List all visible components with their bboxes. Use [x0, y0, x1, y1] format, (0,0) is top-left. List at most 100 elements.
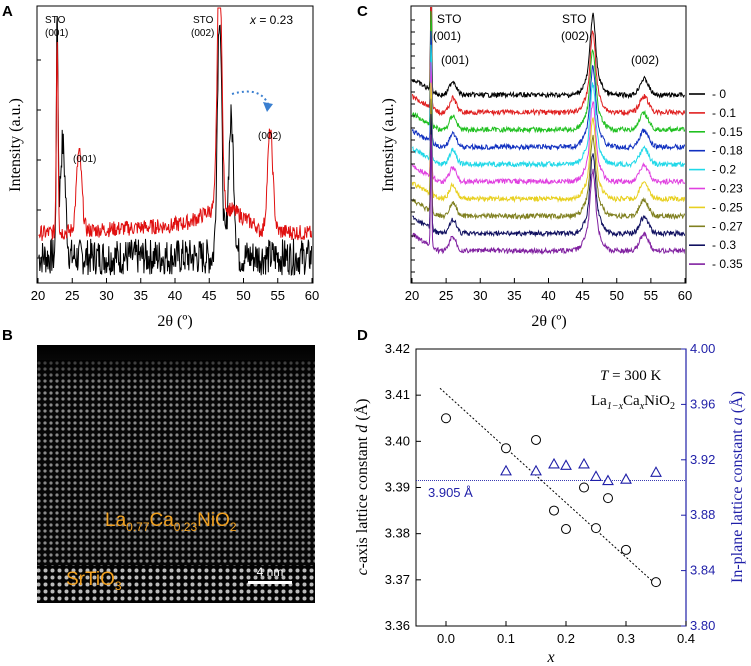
- panel-a-film002: (002): [258, 131, 281, 142]
- panel-a-xtick-label: 35: [134, 288, 148, 303]
- panel-c-sto002-l2: (002): [561, 29, 589, 43]
- legend-label: - 0.3: [712, 238, 736, 252]
- panel-d-ytick-right-label: 3.88: [690, 507, 715, 522]
- panel-c-legend: - 0 - 0.1 - 0.15 - 0.18 - 0.2 - 0.23 - 0.25 - 0…: [689, 87, 743, 271]
- panel-letter-c: C: [357, 3, 368, 20]
- formula-label: La1−xCaxNiO2: [591, 393, 675, 412]
- in-plane-point: [530, 464, 542, 476]
- panel-a-xtick-label: 25: [65, 288, 79, 303]
- panel-c-series-0.25: [412, 82, 685, 204]
- panel-d-xtick-label: 0.1: [497, 631, 515, 646]
- panel-c-film001: (001): [441, 53, 469, 67]
- panel-a-xticks: 20 25 30 35 40 45 50 55 60: [31, 278, 319, 303]
- c-axis-point: [531, 434, 541, 445]
- legend-label: - 0: [712, 87, 726, 101]
- panel-c-xtick-label: 55: [644, 288, 658, 303]
- c-axis-point: [579, 482, 589, 493]
- panel-d-ylabel-left: c-axis lattice constant d (Å): [353, 399, 371, 576]
- panel-c-series-0.35: [412, 134, 685, 256]
- panel-c-xtick-label: 20: [405, 288, 419, 303]
- legend-label: - 0.23: [712, 182, 743, 196]
- panel-d-ylabel-right: In-plane lattice constant a (Å): [728, 391, 746, 583]
- panel-c-sto001-l1: STO: [437, 12, 461, 26]
- panel-c-sto002-l1: STO: [562, 12, 586, 26]
- legend-label: - 0.18: [712, 144, 743, 158]
- film-label: La0.77Ca0.23NiO2: [105, 510, 237, 534]
- c-axis-point: [561, 524, 571, 535]
- panel-c-ylabel: Intensity (a.u.): [380, 98, 397, 192]
- panel-c-film002: (002): [631, 53, 659, 67]
- panel-letter-b: B: [2, 327, 13, 344]
- panel-a-series-1: [38, 7, 312, 241]
- panel-d-xtick-label: 0.0: [437, 631, 455, 646]
- panel-c-sto001-l2: (001): [433, 29, 461, 43]
- c-axis-point: [549, 505, 559, 516]
- panel-a-xtick-label: 30: [99, 288, 113, 303]
- legend-label: - 0.2: [712, 163, 736, 177]
- panel-c-xtick-label: 35: [507, 288, 521, 303]
- panel-a-sto002-l2: (002): [191, 28, 214, 39]
- panel-a-film001: (001): [73, 154, 96, 165]
- panel-d-xtick-label: 0.4: [677, 631, 695, 646]
- panel-d-ytick-right-label: 4.00: [690, 341, 715, 356]
- in-plane-point: [650, 466, 662, 477]
- panel-c-series-0.23: [412, 62, 685, 186]
- legend-label: - 0.35: [712, 257, 743, 271]
- panel-letter-d: D: [357, 327, 368, 344]
- panel-c-series-0.15: [412, 11, 685, 134]
- panel-c: C 20 25 30 35 40 45 50 55 60 Intensity (a.u.) 2θ…: [357, 3, 743, 330]
- panel-c-series-0.1: [412, 7, 685, 117]
- panel-c-xtick-label: 45: [575, 288, 589, 303]
- surface-fade: [37, 345, 315, 385]
- c-axis-point: [651, 577, 661, 588]
- c-axis-point: [501, 443, 511, 454]
- panel-c-series-0.3: [412, 113, 685, 238]
- in-plane-point: [500, 464, 512, 476]
- panel-a-xtick-label: 45: [202, 288, 216, 303]
- panel-a-series-0: [38, 16, 312, 276]
- panel-d: D 0.0 0.1 0.2 0.3 0.4 3.36 3.37 3.38 3.39 3.40 3.4…: [353, 327, 746, 666]
- film-lattice: [37, 360, 315, 565]
- scale-bar-label: 4 nm: [257, 565, 284, 579]
- in-plane-point: [602, 474, 614, 486]
- panel-a-xtick-label: 60: [305, 288, 319, 303]
- panel-d-axes: 0.0 0.1 0.2 0.3 0.4 3.36 3.37 3.38 3.39 3.40 3.41 3…: [385, 341, 716, 646]
- panel-c-series-0.27: [412, 98, 685, 221]
- panel-d-xlabel: x: [546, 649, 554, 666]
- panel-a-sto001-l2: (001): [45, 28, 68, 39]
- panel-c-frame: [410, 5, 687, 284]
- c-axis-point: [591, 523, 601, 534]
- c-axis-point: [603, 493, 613, 504]
- panel-c-xtick-label: 25: [439, 288, 453, 303]
- in-plane-point: [590, 470, 602, 481]
- panel-d-ytick-label: 3.40: [385, 433, 410, 448]
- panel-d-ytick-label: 3.37: [385, 572, 410, 587]
- panel-c-xtick-label: 30: [473, 288, 487, 303]
- panel-c-xtick-label: 40: [541, 288, 555, 303]
- legend-label: - 0.1: [712, 106, 736, 120]
- in-plane-point: [578, 457, 590, 469]
- panel-a-xlabel: 2θ (º): [157, 313, 192, 330]
- panel-b: B La0.77Ca0.23NiO2 SrTiO3 4 nm: [2, 327, 315, 603]
- c-axis-point: [621, 544, 631, 555]
- panel-a-curves: [38, 7, 312, 276]
- panel-letter-a: A: [2, 3, 13, 20]
- panel-c-xtick-label: 60: [678, 288, 692, 303]
- panel-a-xtick-label: 50: [236, 288, 250, 303]
- shift-arrow-icon: [231, 90, 269, 105]
- panel-a-yticks: [37, 59, 41, 259]
- panel-a-sto001-l1: STO: [45, 15, 66, 26]
- panel-a-sto002-l1: STO: [193, 15, 214, 26]
- panel-c-series-0.2: [412, 44, 685, 169]
- temperature-label: T = 300 K: [600, 368, 662, 384]
- panel-d-plot: [416, 387, 686, 588]
- panel-d-ytick-right-label: 3.84: [690, 563, 715, 578]
- panel-d-ytick-label: 3.36: [385, 618, 410, 633]
- panel-c-xticks: 20 25 30 35 40 45 50 55 60: [405, 278, 692, 303]
- c-axis-point: [441, 413, 451, 424]
- in-plane-point: [560, 459, 572, 470]
- panel-a-xtick-label: 40: [168, 288, 182, 303]
- panel-a: A 20 25 30 35 40 45 50 55 60 Intensity (a.u.) 2θ…: [2, 3, 319, 330]
- panel-d-xtick-label: 0.2: [557, 631, 575, 646]
- substrate-label: SrTiO3: [66, 569, 122, 593]
